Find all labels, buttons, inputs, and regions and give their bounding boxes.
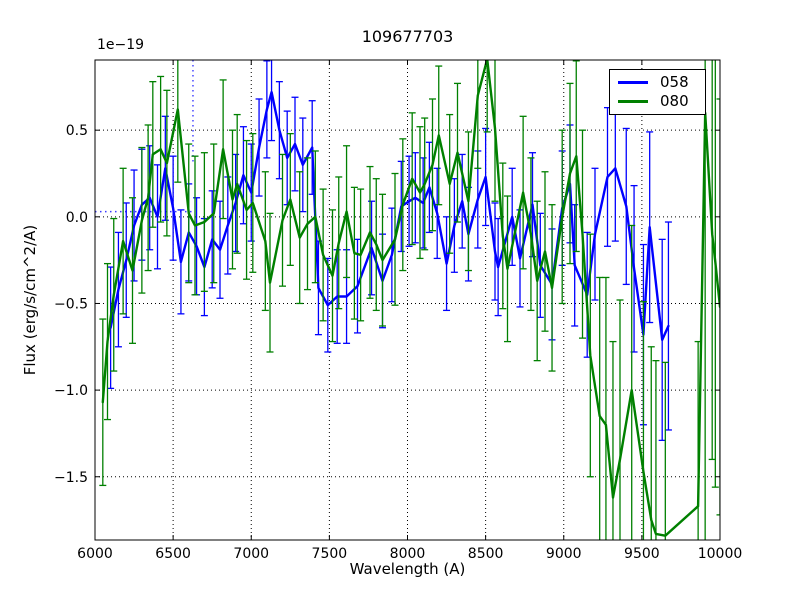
tick-labels: 6000 6500 7000 7500 8000 8500 9000 9500 10000 0.5…	[54, 123, 742, 562]
y-tick-label: 0.5	[66, 123, 88, 139]
legend-line-sample-080	[618, 99, 648, 104]
x-tick-label: 7000	[233, 546, 269, 562]
x-tick-label: 6000	[77, 546, 113, 562]
plot-title: 109677703	[361, 27, 454, 46]
spectrum-line-058	[109, 90, 670, 342]
legend-label-080: 080	[660, 92, 689, 110]
x-tick-label: 7500	[312, 546, 348, 562]
x-tick-label: 9000	[546, 546, 582, 562]
x-tick-label: 6500	[155, 546, 191, 562]
y-axis-label: Flux (erg/s/cm^2/A)	[21, 224, 39, 376]
x-tick-label: 8500	[468, 546, 504, 562]
axes-frame	[94, 59, 721, 541]
y-tick-label: −0.5	[54, 296, 88, 312]
series-058	[107, 60, 672, 442]
legend-label-058: 058	[660, 73, 689, 91]
spectrum-line-080	[101, 60, 720, 537]
y-tick-label: −1.5	[54, 470, 88, 486]
legend-line-sample-058	[618, 80, 648, 85]
error-bars-058	[107, 60, 672, 442]
legend-item-058: 058	[618, 73, 699, 92]
series-080	[99, 60, 720, 540]
y-tick-label: 0.0	[66, 210, 88, 226]
y-tick-label: −1.0	[54, 383, 88, 399]
x-tick-label: 8000	[390, 546, 426, 562]
y-axis-offset-text: 1e−19	[97, 37, 145, 53]
legend-box: 058 080	[609, 69, 706, 115]
x-tick-label: 10000	[698, 546, 743, 562]
legend-item-080: 080	[618, 92, 699, 111]
x-axis-label: Wavelength (A)	[349, 560, 466, 578]
x-tick-label: 9500	[624, 546, 660, 562]
